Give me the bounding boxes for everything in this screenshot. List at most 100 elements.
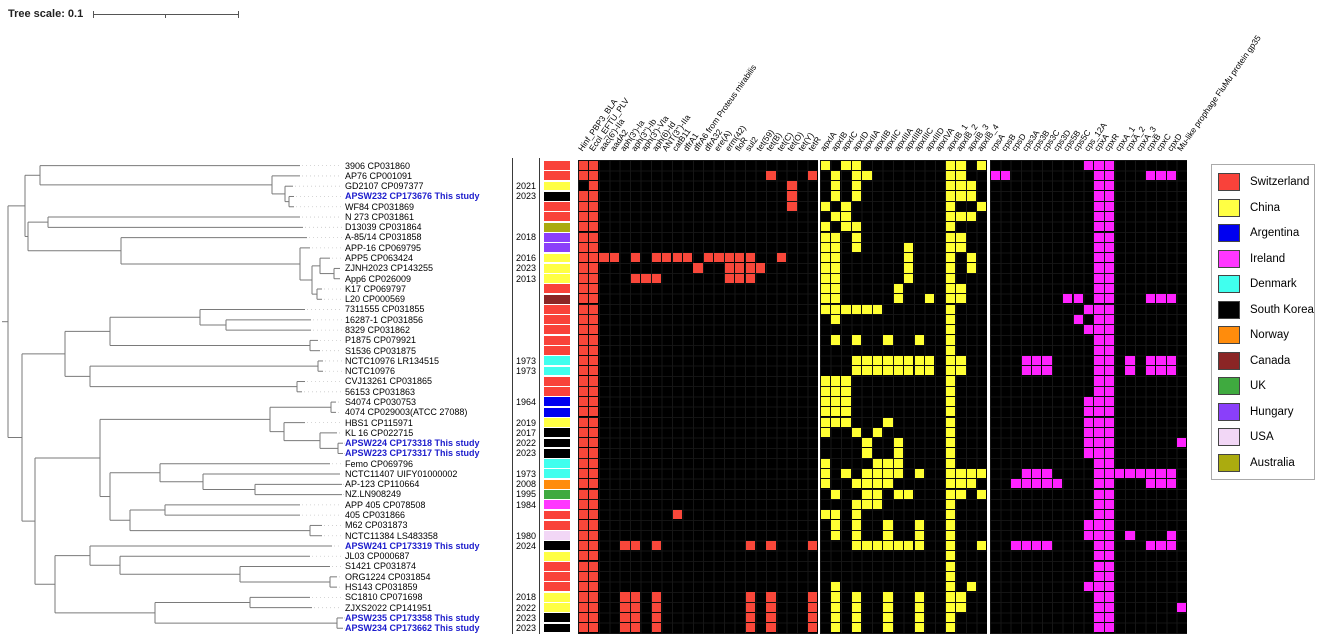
heatmap-cell	[1094, 448, 1104, 458]
heatmap-cell	[1094, 222, 1104, 232]
heatmap-cell	[578, 201, 588, 211]
heatmap-cell	[945, 222, 956, 232]
country-cell	[544, 500, 570, 510]
heatmap-cell	[578, 438, 588, 448]
phylogenetic-tree	[2, 165, 345, 629]
country-cell	[544, 479, 570, 489]
heatmap-cell	[808, 170, 818, 181]
heatmap-cell	[578, 489, 588, 499]
heatmap-cell	[630, 273, 641, 283]
heatmap-cell	[641, 273, 651, 283]
heatmap-cell	[578, 407, 588, 417]
scale-bar-tick-right	[238, 11, 240, 18]
heatmap-cell	[589, 469, 599, 479]
heatmap-cell	[745, 623, 755, 633]
heatmap-cell	[831, 520, 841, 530]
heatmap-cell	[1083, 160, 1094, 170]
heatmap-cell	[977, 160, 987, 170]
heatmap-cell	[589, 325, 599, 335]
strain-label: App6 CP026009	[345, 273, 412, 284]
heatmap-cell	[862, 448, 872, 458]
heatmap-cell	[862, 489, 872, 499]
heatmap-cell	[1104, 407, 1114, 417]
heatmap-cell	[1094, 510, 1104, 520]
heatmap-cell	[1094, 489, 1104, 499]
heatmap-cell	[862, 170, 872, 181]
legend-label: Hungary	[1250, 405, 1294, 418]
heatmap-cell	[851, 355, 862, 366]
heatmap-cell	[745, 602, 755, 612]
heatmap-cell	[578, 551, 588, 561]
year-label: 1984	[515, 499, 537, 510]
heatmap-cell	[1104, 438, 1114, 448]
heatmap-cell	[620, 540, 630, 551]
heatmap-cell	[945, 273, 956, 283]
heatmap-cell	[589, 263, 599, 273]
heatmap-cell	[589, 304, 599, 314]
legend-swatch	[1218, 428, 1240, 446]
heatmap-cell	[831, 335, 841, 345]
heatmap-cell	[1104, 551, 1114, 561]
heatmap-cell	[787, 201, 797, 211]
heatmap-cell	[1104, 540, 1114, 551]
scale-bar-tick-left	[93, 11, 95, 18]
legend-item: Hungary	[1218, 402, 1294, 421]
country-cell	[544, 263, 570, 273]
heatmap-cell	[589, 242, 599, 252]
heatmap-cell	[1104, 417, 1114, 427]
heatmap-cell	[578, 386, 588, 396]
strain-label: APSW224 CP173318 This study	[345, 438, 480, 449]
heatmap-cell	[578, 160, 588, 170]
heatmap-cell	[945, 253, 956, 263]
heatmap-cell	[1032, 540, 1042, 551]
legend-item: Australia	[1218, 453, 1295, 472]
heatmap-cell	[831, 376, 841, 386]
heatmap-cell	[945, 427, 956, 438]
heatmap-cell	[1146, 540, 1156, 551]
heatmap-cell	[862, 366, 872, 376]
heatmap-cell	[831, 582, 841, 592]
heatmap-cell	[651, 612, 661, 623]
heatmap-cell	[945, 181, 956, 191]
heatmap-cell	[589, 551, 599, 561]
heatmap-cell	[841, 417, 851, 427]
heatmap-cell	[1104, 222, 1114, 232]
heatmap-cell	[820, 160, 830, 170]
heatmap-cell	[1094, 582, 1104, 592]
heatmap-cell	[589, 448, 599, 458]
heatmap-cell	[745, 253, 755, 263]
heatmap-cell	[956, 489, 966, 499]
heatmap-cps-cpx-genes	[990, 160, 1187, 634]
heatmap-cell	[945, 407, 956, 417]
heatmap-cell	[1104, 612, 1114, 623]
legend-label: South Korea	[1250, 303, 1314, 316]
heatmap-cell	[977, 489, 987, 499]
heatmap-cell	[578, 510, 588, 520]
heatmap-cell	[945, 489, 956, 499]
heatmap-cell	[578, 283, 588, 294]
strain-label: NCTC11407 UIFY01000002	[345, 468, 458, 479]
heatmap-cell	[682, 253, 693, 263]
country-legend: Switzerland China Argentina Ireland Denmark S…	[1211, 164, 1315, 480]
heatmap-cell	[1104, 191, 1114, 201]
heatmap-cell	[831, 191, 841, 201]
year-label: 2017	[515, 427, 537, 438]
heatmap-cell	[872, 540, 883, 551]
heatmap-cell	[924, 355, 935, 366]
heatmap-cell	[956, 355, 966, 366]
heatmap-cell	[945, 355, 956, 366]
year-label: 2021	[515, 181, 537, 192]
heatmap-cell	[578, 335, 588, 345]
heatmap-cell	[808, 540, 818, 551]
legend-item: Argentina	[1218, 224, 1299, 242]
heatmap-cell	[977, 201, 987, 211]
heatmap-cell	[831, 263, 841, 273]
strain-label: APSW235 CP173358 This study	[345, 612, 480, 623]
heatmap-cell	[966, 479, 977, 489]
heatmap-cell	[1094, 551, 1104, 561]
heatmap-cell	[578, 582, 588, 592]
heatmap-cell	[851, 232, 862, 242]
heatmap-cell	[1094, 561, 1104, 571]
heatmap-cell	[589, 366, 599, 376]
heatmap-cell	[893, 438, 903, 448]
